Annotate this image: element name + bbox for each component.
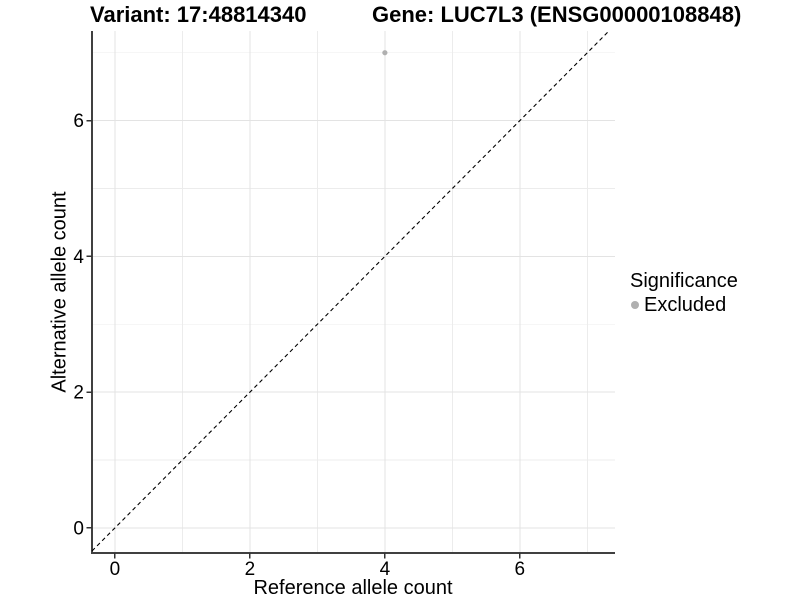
legend: Significance Excluded bbox=[630, 270, 738, 316]
svg-text:2: 2 bbox=[73, 383, 84, 404]
svg-text:2: 2 bbox=[245, 559, 256, 580]
axis-lines bbox=[91, 31, 615, 554]
gridlines-minor bbox=[92, 31, 615, 553]
legend-title: Significance bbox=[630, 270, 738, 292]
x-axis-title: Reference allele count bbox=[253, 577, 453, 599]
plot-title-variant: Variant: 17:48814340 bbox=[90, 2, 307, 27]
identity-line bbox=[91, 30, 610, 552]
svg-text:4: 4 bbox=[380, 559, 391, 580]
gridlines-major bbox=[92, 31, 615, 553]
legend-item-excluded: Excluded bbox=[630, 294, 738, 316]
plot-title-gene: Gene: LUC7L3 (ENSG00000108848) bbox=[372, 2, 742, 27]
y-axis-title: Alternative allele count bbox=[48, 191, 71, 393]
svg-text:6: 6 bbox=[515, 559, 526, 580]
svg-text:0: 0 bbox=[73, 518, 84, 539]
svg-text:6: 6 bbox=[73, 111, 84, 132]
x-axis-tick-labels: 0 2 4 6 bbox=[110, 559, 525, 580]
svg-text:0: 0 bbox=[110, 559, 121, 580]
svg-text:4: 4 bbox=[73, 247, 84, 268]
data-points bbox=[382, 50, 388, 56]
y-axis-tick-labels: 0 2 4 6 bbox=[73, 111, 84, 539]
legend-item-label: Excluded bbox=[644, 294, 727, 316]
axis-tick-marks bbox=[86, 119, 521, 559]
legend-point-icon bbox=[631, 301, 639, 309]
